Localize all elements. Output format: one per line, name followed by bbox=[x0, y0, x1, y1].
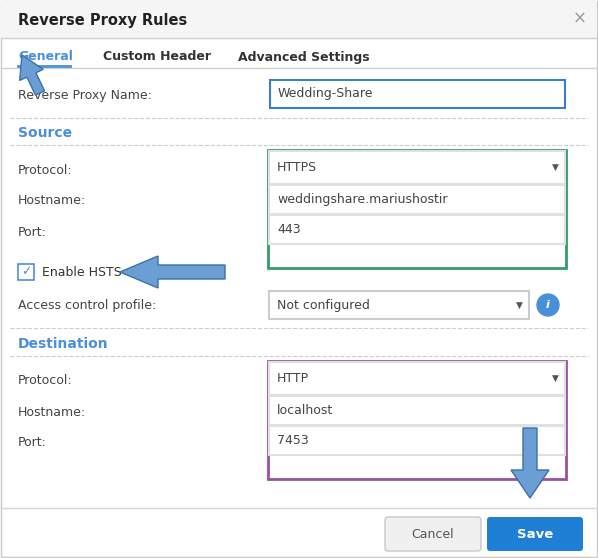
FancyBboxPatch shape bbox=[269, 185, 565, 214]
FancyBboxPatch shape bbox=[487, 517, 583, 551]
Circle shape bbox=[537, 294, 559, 316]
Text: Not configured: Not configured bbox=[277, 299, 370, 311]
FancyBboxPatch shape bbox=[269, 151, 565, 184]
Text: Enable HSTS: Enable HSTS bbox=[42, 266, 122, 278]
FancyArrow shape bbox=[511, 428, 549, 498]
FancyArrow shape bbox=[20, 55, 44, 95]
Text: Wedding-Share: Wedding-Share bbox=[278, 88, 374, 100]
FancyBboxPatch shape bbox=[1, 1, 597, 39]
Text: Port:: Port: bbox=[18, 436, 47, 450]
Text: Reverse Proxy Rules: Reverse Proxy Rules bbox=[18, 12, 187, 27]
FancyBboxPatch shape bbox=[269, 291, 529, 319]
FancyBboxPatch shape bbox=[269, 426, 565, 455]
Text: Reverse Proxy Name:: Reverse Proxy Name: bbox=[18, 89, 152, 102]
FancyBboxPatch shape bbox=[269, 362, 565, 395]
Text: Save: Save bbox=[517, 527, 553, 541]
Text: Hostname:: Hostname: bbox=[18, 195, 86, 208]
Text: Destination: Destination bbox=[18, 337, 109, 351]
FancyBboxPatch shape bbox=[270, 80, 565, 108]
Text: ▼: ▼ bbox=[551, 374, 559, 383]
FancyArrow shape bbox=[120, 256, 225, 288]
Text: HTTP: HTTP bbox=[277, 372, 309, 385]
Text: ✓: ✓ bbox=[21, 266, 31, 278]
Text: HTTPS: HTTPS bbox=[277, 161, 317, 174]
Text: Hostname:: Hostname: bbox=[18, 406, 86, 418]
Text: ▼: ▼ bbox=[551, 163, 559, 172]
Text: localhost: localhost bbox=[277, 404, 333, 417]
Text: 443: 443 bbox=[277, 223, 301, 236]
FancyBboxPatch shape bbox=[269, 215, 565, 244]
Text: Access control profile:: Access control profile: bbox=[18, 299, 156, 311]
Text: General: General bbox=[18, 51, 73, 64]
Text: weddingshare.mariushostir: weddingshare.mariushostir bbox=[277, 193, 447, 206]
Text: Cancel: Cancel bbox=[411, 527, 454, 541]
Text: Source: Source bbox=[18, 126, 72, 140]
Text: Advanced Settings: Advanced Settings bbox=[238, 51, 370, 64]
Text: 7453: 7453 bbox=[277, 434, 309, 447]
Text: ▼: ▼ bbox=[515, 301, 523, 310]
Text: Protocol:: Protocol: bbox=[18, 374, 72, 387]
FancyBboxPatch shape bbox=[385, 517, 481, 551]
FancyBboxPatch shape bbox=[18, 264, 34, 280]
Text: ×: × bbox=[573, 10, 587, 28]
Text: Protocol:: Protocol: bbox=[18, 165, 72, 177]
Text: Custom Header: Custom Header bbox=[103, 51, 211, 64]
Text: i: i bbox=[546, 300, 550, 310]
FancyBboxPatch shape bbox=[269, 396, 565, 425]
Text: Port:: Port: bbox=[18, 225, 47, 238]
